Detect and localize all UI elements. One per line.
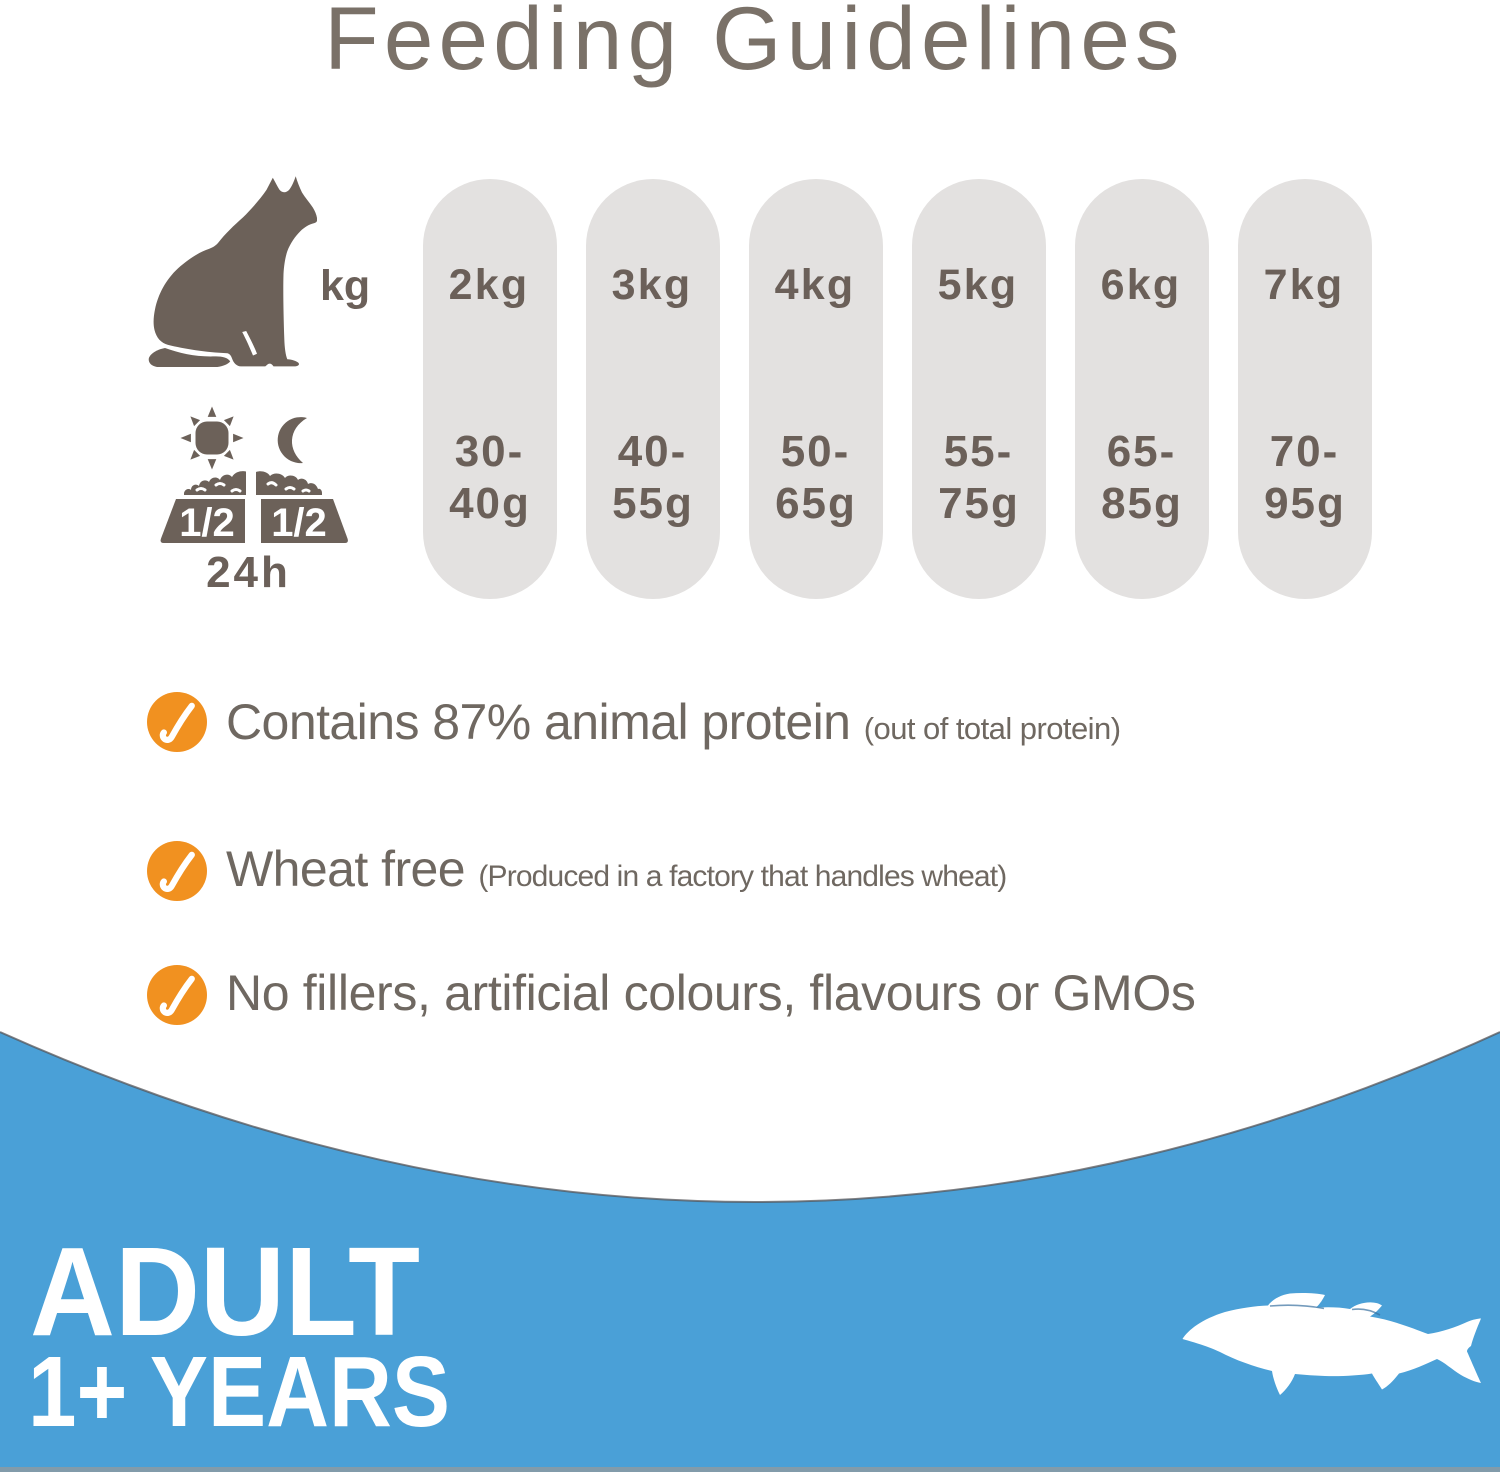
- svg-text:1/2: 1/2: [271, 501, 327, 545]
- svg-text:1/2: 1/2: [179, 501, 235, 545]
